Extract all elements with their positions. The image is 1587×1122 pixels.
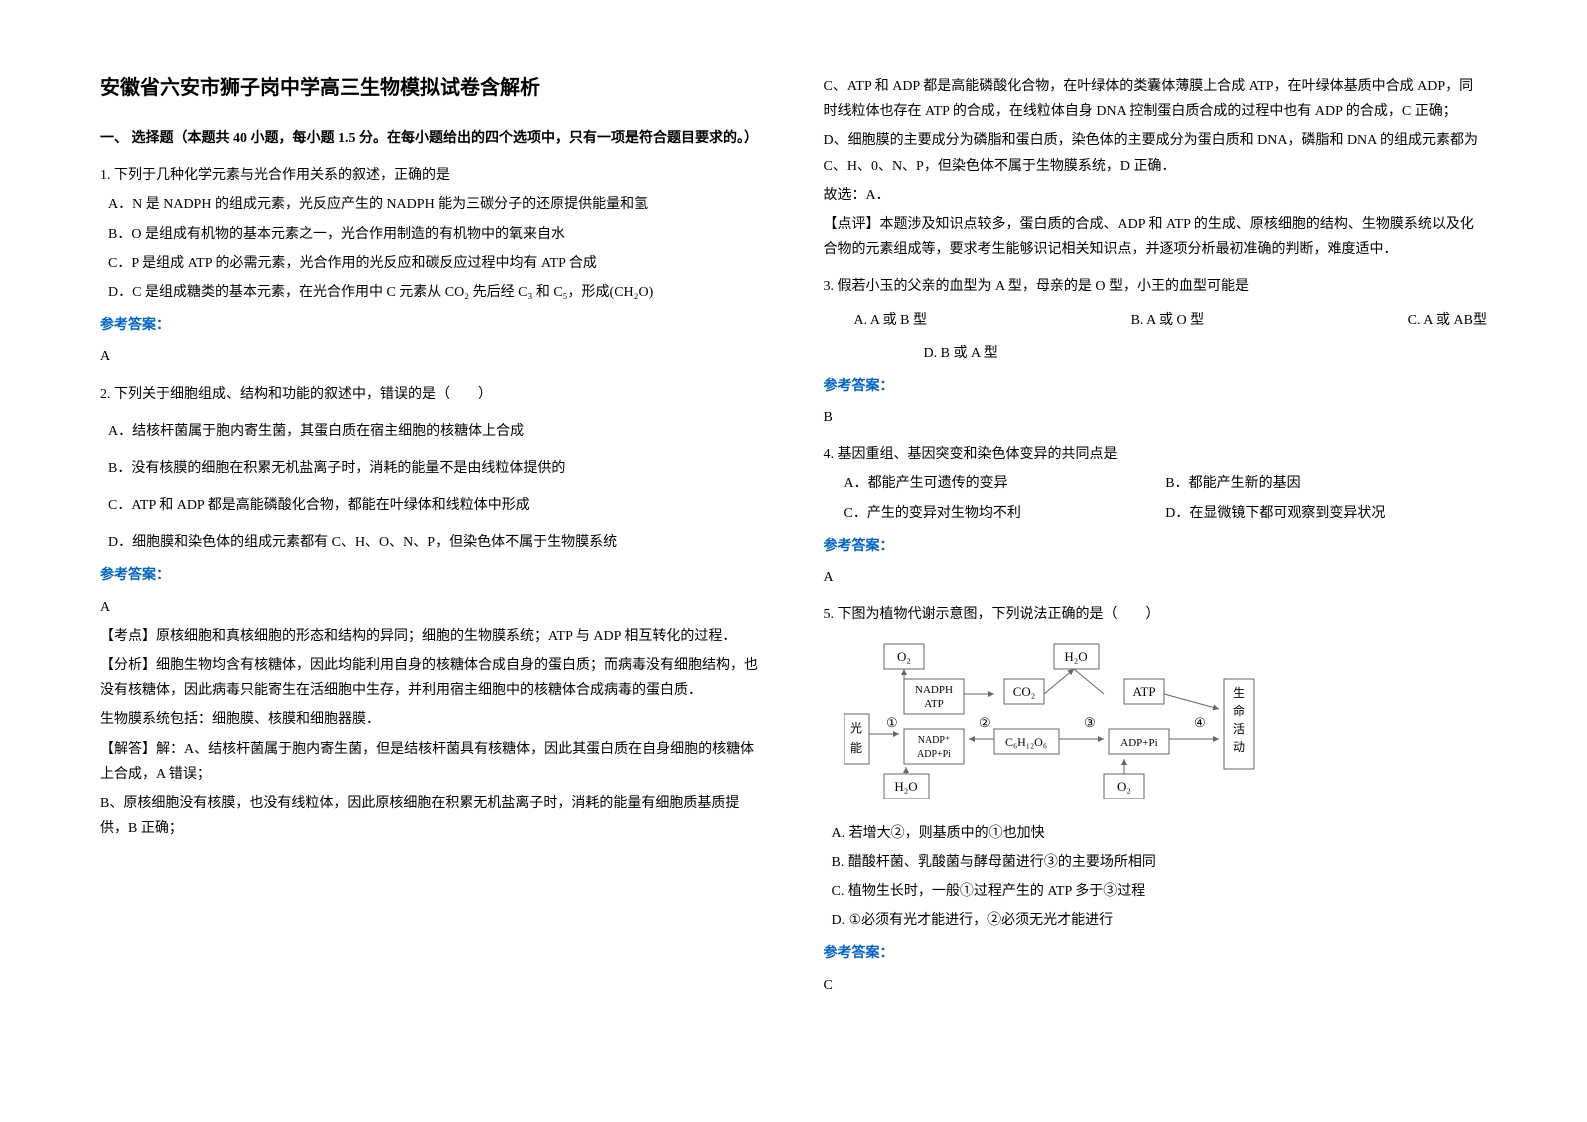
- diagram-svg: O₂ H₂O NADPH ATP CO₂ ATP 生 命 活 动 光 能 NAD…: [844, 639, 1264, 799]
- q1-stem: 1. 下列于几种化学元素与光合作用关系的叙述，正确的是: [100, 163, 764, 188]
- q2-dianping: 【点评】本题涉及知识点较多，蛋白质的合成、ADP 和 ATP 的生成、原核细胞的…: [824, 212, 1488, 262]
- q2-jieda4: D、细胞膜的主要成分为磷脂和蛋白质，染色体的主要成分为蛋白质和 DNA，磷脂和 …: [824, 128, 1488, 178]
- label-nadp1: NADP⁺: [917, 735, 950, 746]
- q4-answer: A: [824, 565, 1488, 590]
- q2-stem: 2. 下列关于细胞组成、结构和功能的叙述中，错误的是（ ）: [100, 382, 764, 407]
- label-sheng3: 活: [1232, 722, 1244, 736]
- q4-opt-a: A．都能产生可遗传的变异: [844, 471, 1166, 496]
- answer-label: 参考答案：: [100, 563, 764, 588]
- label-o2-bottom: O₂: [1117, 779, 1131, 794]
- label-h2o-bottom: H₂O: [894, 779, 917, 794]
- q3-opt-a: A. A 或 B 型: [854, 308, 928, 333]
- label-num3: ③: [1084, 715, 1096, 730]
- q4-opt-b: B．都能产生新的基因: [1165, 471, 1487, 496]
- label-guang: 光: [849, 721, 861, 735]
- q2-guoxuan: 故选：A．: [824, 183, 1488, 208]
- label-adppi: ADP+Pi: [1120, 737, 1157, 749]
- metabolism-diagram: O₂ H₂O NADPH ATP CO₂ ATP 生 命 活 动 光 能 NAD…: [844, 639, 1488, 808]
- q3-opt-d: D. B 或 A 型: [924, 341, 998, 366]
- q2-jieda1: 【解答】解：A、结核杆菌属于胞内寄生菌，但是结核杆菌具有核糖体，因此其蛋白质在自…: [100, 737, 764, 787]
- label-nadph1: NADPH: [915, 684, 953, 696]
- label-num1: ①: [886, 715, 898, 730]
- q2-opt-d: D．细胞膜和染色体的组成元素都有 C、H、O、N、P，但染色体不属于生物膜系统: [100, 530, 764, 555]
- arrow-3b: [1074, 669, 1104, 694]
- label-co2: CO₂: [1012, 684, 1035, 699]
- q1-opt-c: C．P 是组成 ATP 的必需元素，光合作用的光反应和碳反应过程中均有 ATP …: [100, 251, 764, 276]
- q5-stem: 5. 下图为植物代谢示意图，下列说法正确的是（ ）: [824, 602, 1488, 627]
- q4-opt-c: C．产生的变异对生物均不利: [844, 501, 1166, 526]
- label-neng: 能: [849, 741, 861, 755]
- label-num4: ④: [1194, 715, 1206, 730]
- label-c6h12o6: C₆H₁₂O₆: [1004, 735, 1046, 749]
- q2-opt-b: B．没有核膜的细胞在积累无机盐离子时，消耗的能量不是由线粒体提供的: [100, 456, 764, 481]
- page-title: 安徽省六安市狮子岗中学高三生物模拟试卷含解析: [100, 70, 764, 106]
- q2-opt-c: C．ATP 和 ADP 都是高能磷酸化合物，都能在叶绿体和线粒体中形成: [100, 493, 764, 518]
- label-sheng2: 命: [1232, 703, 1244, 718]
- label-sheng1: 生: [1232, 686, 1244, 700]
- arrow-4: [1164, 694, 1219, 709]
- q4-opt-d: D．在显微镜下都可观察到变异状况: [1165, 501, 1487, 526]
- q2-kaodian: 【考点】原核细胞和真核细胞的形态和结构的异同；细胞的生物膜系统；ATP 与 AD…: [100, 624, 764, 649]
- answer-label: 参考答案：: [824, 374, 1488, 399]
- q1-opt-b: B．O 是组成有机物的基本元素之一，光合作用制造的有机物中的氧来自水: [100, 222, 764, 247]
- q4-stem: 4. 基因重组、基因突变和染色体变异的共同点是: [824, 442, 1488, 467]
- q3-opt-b: B. A 或 O 型: [1131, 308, 1205, 333]
- label-nadph2: ATP: [924, 698, 944, 710]
- q1-opt-d: D．C 是组成糖类的基本元素，在光合作用中 C 元素从 CO₂ 先后经 C₃ 和…: [100, 280, 764, 305]
- label-atp: ATP: [1132, 684, 1155, 699]
- label-h2o-top: H₂O: [1064, 649, 1087, 664]
- label-num2: ②: [979, 715, 991, 730]
- q5-opt-d: D. ①必须有光才能进行，②必须无光才能进行: [824, 908, 1488, 933]
- q2-fenxi2: 生物膜系统包括：细胞膜、核膜和细胞器膜．: [100, 707, 764, 732]
- q2-jieda3: C、ATP 和 ADP 都是高能磷酸化合物，在叶绿体的类囊体薄膜上合成 ATP，…: [824, 74, 1488, 124]
- label-sheng4: 动: [1232, 740, 1244, 754]
- q2-opt-a: A．结核杆菌属于胞内寄生菌，其蛋白质在宿主细胞的核糖体上合成: [100, 419, 764, 444]
- q3-opt-c: C. A 或 AB型: [1408, 308, 1487, 333]
- q2-fenxi1: 【分析】细胞生物均含有核糖体，因此均能利用自身的核糖体合成自身的蛋白质；而病毒没…: [100, 653, 764, 703]
- q5-opt-b: B. 醋酸杆菌、乳酸菌与酵母菌进行③的主要场所相同: [824, 850, 1488, 875]
- q4-row1: A．都能产生可遗传的变异 B．都能产生新的基因: [844, 471, 1488, 496]
- q4-row2: C．产生的变异对生物均不利 D．在显微镜下都可观察到变异状况: [844, 501, 1488, 526]
- q3-choices-row1: A. A 或 B 型 B. A 或 O 型 C. A 或 AB型: [824, 308, 1488, 333]
- arrow-3: [1044, 669, 1074, 694]
- q1-opt-a: A．N 是 NADPH 的组成元素，光反应产生的 NADPH 能为三碳分子的还原…: [100, 192, 764, 217]
- answer-label: 参考答案：: [100, 313, 764, 338]
- q5-opt-a: A. 若增大②，则基质中的①也加快: [824, 821, 1488, 846]
- answer-label: 参考答案：: [824, 534, 1488, 559]
- q2-answer: A: [100, 595, 764, 620]
- label-nadp2: ADP+Pi: [917, 749, 951, 760]
- q3-choices-row2: D. B 或 A 型: [824, 341, 1488, 366]
- q1-answer: A: [100, 344, 764, 369]
- q5-answer: C: [824, 973, 1488, 998]
- label-o2-top: O₂: [897, 649, 911, 664]
- q3-answer: B: [824, 405, 1488, 430]
- answer-label: 参考答案：: [824, 941, 1488, 966]
- section-header: 一、 选择题（本题共 40 小题，每小题 1.5 分。在每小题给出的四个选项中，…: [100, 126, 764, 151]
- q3-stem: 3. 假若小玉的父亲的血型为 A 型，母亲的是 O 型，小王的血型可能是: [824, 274, 1488, 299]
- q5-opt-c: C. 植物生长时，一般①过程产生的 ATP 多于③过程: [824, 879, 1488, 904]
- q2-jieda2: B、原核细胞没有核膜，也没有线粒体，因此原核细胞在积累无机盐离子时，消耗的能量有…: [100, 791, 764, 841]
